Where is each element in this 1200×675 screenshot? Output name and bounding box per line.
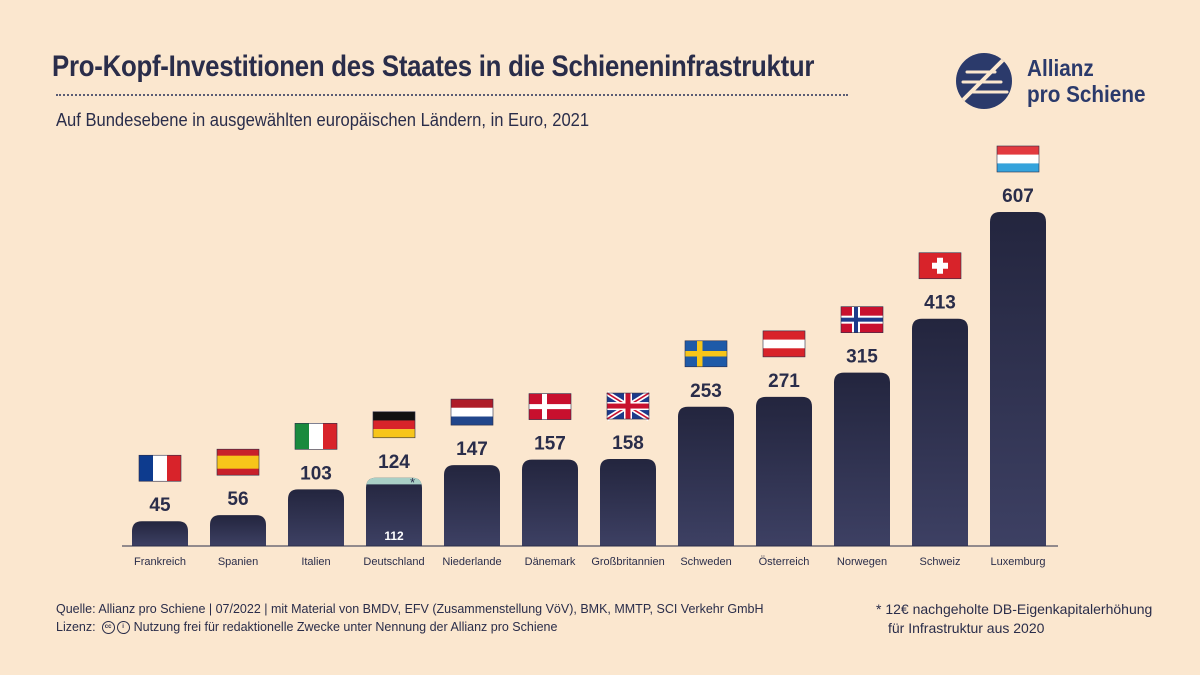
category-label-spanien: Spanien — [218, 556, 258, 568]
allianz-pro-schiene-logo-icon — [956, 53, 1012, 109]
category-label-frankreich: Frankreich — [134, 556, 186, 568]
license-text: Nutzung frei für redaktionelle Zwecke un… — [133, 620, 558, 634]
bar-spanien — [210, 515, 266, 546]
flag-border — [450, 398, 494, 426]
value-label-luxemburg: 607 — [1002, 186, 1034, 207]
category-label-italien: Italien — [301, 556, 330, 568]
category-label-norwegen: Norwegen — [837, 556, 887, 568]
bar-danemark — [522, 459, 578, 546]
flag-border — [918, 252, 962, 280]
category-label-schweiz: Schweiz — [920, 556, 961, 568]
france-flag-icon — [138, 454, 182, 482]
bar-niederlande — [444, 465, 500, 546]
bar-italien — [288, 489, 344, 546]
category-label-deutschland: Deutschland — [363, 556, 424, 568]
value-label-norwegen: 315 — [846, 347, 878, 368]
value-label-frankreich: 45 — [149, 495, 171, 516]
bar-osterreich — [756, 396, 812, 546]
spain-flag-icon — [216, 448, 260, 476]
footnote: * 12€ nachgeholte DB-Eigenkapitalerhöhun… — [876, 600, 1152, 638]
bar-luxemburg — [990, 212, 1046, 546]
category-label-danemark: Dänemark — [525, 556, 576, 568]
annotation-asterisk: * — [410, 475, 415, 490]
switzerland-flag-icon — [918, 252, 962, 280]
austria-flag-icon — [762, 330, 806, 358]
category-label-niederlande: Niederlande — [442, 556, 501, 568]
license-label: Lizenz: — [56, 620, 96, 634]
logo-line-2: pro Schiene — [1027, 81, 1146, 107]
flag-border — [138, 454, 182, 482]
denmark-flag-icon — [528, 393, 572, 420]
title-divider — [56, 94, 848, 96]
value-label-osterreich: 271 — [768, 371, 800, 392]
chart-title: Pro-Kopf-Investitionen des Staates in di… — [52, 50, 815, 83]
value-label-italien: 103 — [300, 463, 332, 484]
flag-border — [840, 306, 884, 333]
value-label-niederlande: 147 — [456, 439, 488, 460]
footnote-line-2: für Infrastruktur aus 2020 — [888, 620, 1045, 636]
flag-border — [294, 423, 338, 450]
bar-schweiz — [912, 318, 968, 546]
value-label-grossbritannien: 158 — [612, 433, 644, 454]
bar-deutschland — [366, 477, 422, 546]
bar-grossbritannien — [600, 459, 656, 546]
logo-line-1: Allianz — [1027, 55, 1094, 81]
footnote-line-1: * 12€ nachgeholte DB-Eigenkapitalerhöhun… — [876, 601, 1153, 617]
source-line: Quelle: Allianz pro Schiene | 07/2022 | … — [56, 602, 764, 616]
creative-commons-icon: cc i — [101, 620, 130, 634]
category-label-osterreich: Österreich — [759, 556, 810, 568]
bar-highlight-deutschland — [366, 477, 422, 488]
flag-border — [762, 330, 806, 358]
norway-flag-icon — [840, 306, 884, 333]
value-label-schweden: 253 — [690, 381, 722, 402]
flag-border — [996, 145, 1040, 173]
flag-border — [528, 393, 572, 420]
flag-border — [372, 411, 416, 439]
brand-logo: Allianz pro Schiene — [955, 50, 1165, 110]
flag-border — [684, 340, 728, 368]
luxembourg-flag-icon — [996, 145, 1040, 173]
bar-norwegen — [834, 372, 890, 546]
germany-flag-icon — [372, 411, 416, 439]
value-label-schweiz: 413 — [924, 293, 956, 314]
source-note: Quelle: Allianz pro Schiene | 07/2022 | … — [56, 600, 763, 636]
netherlands-flag-icon — [450, 398, 494, 426]
category-label-schweden: Schweden — [680, 556, 731, 568]
value-label-spanien: 56 — [227, 489, 248, 510]
value-label-danemark: 157 — [534, 434, 566, 455]
flag-border — [216, 448, 260, 476]
italy-flag-icon — [294, 423, 338, 450]
inner-value-label: 112 — [384, 529, 404, 543]
chart-subtitle: Auf Bundesebene in ausgewählten europäis… — [56, 110, 590, 130]
bar-schweden — [678, 406, 734, 546]
value-label-deutschland: 124 — [378, 452, 410, 473]
category-label-grossbritannien: Großbritannien — [591, 556, 664, 568]
flag-border — [606, 392, 650, 420]
uk-flag-icon — [605, 390, 651, 422]
sweden-flag-icon — [684, 340, 728, 368]
bar-frankreich — [132, 521, 188, 546]
category-label-luxemburg: Luxemburg — [990, 556, 1045, 568]
